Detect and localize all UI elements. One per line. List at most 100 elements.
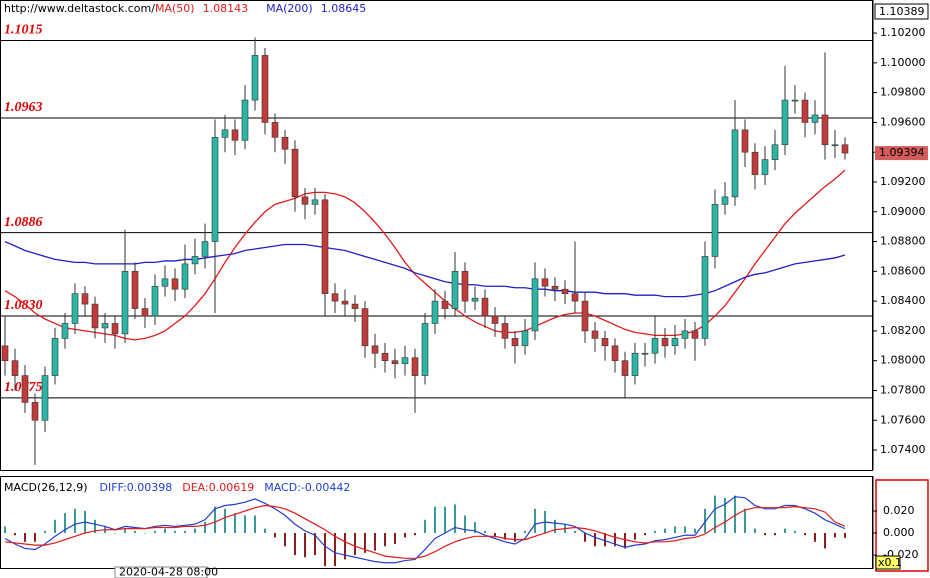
- macd-bar: [414, 533, 416, 536]
- legend-name: MA(200): [266, 2, 313, 15]
- candle-body: [131, 271, 139, 309]
- candle-body: [801, 99, 809, 123]
- macd-bar: [784, 528, 786, 534]
- candle-body: [791, 99, 799, 102]
- macd-bar: [834, 533, 836, 538]
- candle-body: [41, 375, 49, 421]
- candle-body: [441, 300, 449, 309]
- level-label: 1.0830: [4, 298, 43, 313]
- candle-body: [701, 256, 709, 339]
- y-tick-label: 1.09000: [880, 205, 926, 218]
- candle-body: [401, 357, 409, 364]
- candle-body: [291, 148, 299, 198]
- candle-body: [181, 263, 189, 290]
- macd-bar: [774, 533, 776, 536]
- macd-bar: [494, 533, 496, 538]
- macd-bar: [294, 533, 296, 556]
- macd-bar: [594, 533, 596, 547]
- candle-body: [581, 300, 589, 332]
- candle-body: [521, 330, 529, 347]
- macd-bar: [704, 508, 706, 534]
- candle-body: [261, 55, 269, 123]
- candle-body: [231, 129, 239, 141]
- y-tick-label: 0.000: [883, 526, 915, 539]
- y-tick-label: 1.07600: [880, 413, 926, 426]
- candle-body: [751, 151, 759, 175]
- macd-bar: [574, 530, 576, 534]
- candle-body: [21, 375, 29, 403]
- macd-bar: [264, 528, 266, 534]
- y-tick-label: 1.08600: [880, 264, 926, 277]
- legend-name: DIFF:0.00398: [100, 481, 173, 494]
- legend-value: 1.08143: [203, 2, 249, 15]
- high-price-box: [874, 3, 929, 20]
- macd-bar: [464, 515, 466, 534]
- macd-bar: [164, 528, 166, 534]
- level-label: 1.1015: [4, 23, 43, 38]
- macd-bar: [394, 533, 396, 545]
- candle-body: [841, 144, 849, 154]
- candle-body: [241, 99, 249, 141]
- candle-body: [601, 338, 609, 347]
- macd-bar: [344, 533, 346, 560]
- macd-bar: [4, 526, 6, 534]
- macd-bar: [724, 497, 726, 534]
- y-tick-label: 1.10000: [880, 56, 926, 69]
- candle-body: [101, 323, 109, 329]
- high-price: 1.10389: [879, 5, 925, 18]
- legend-name: DEA:0.00619: [182, 481, 254, 494]
- candle-body: [321, 199, 329, 294]
- candle-body: [121, 271, 129, 335]
- macd-bar: [734, 495, 736, 534]
- macd-bar: [754, 528, 756, 534]
- candle-body: [781, 99, 789, 146]
- macd-bar: [654, 530, 656, 534]
- macd-bar: [824, 533, 826, 549]
- macd-bar: [174, 530, 176, 534]
- candle-body: [161, 278, 169, 287]
- macd-bar: [634, 533, 636, 540]
- macd-bar: [434, 506, 436, 534]
- candle-body: [351, 303, 359, 309]
- candle-body: [411, 357, 419, 376]
- candle-body: [491, 315, 499, 324]
- candle-body: [831, 144, 839, 147]
- y-tick-label: 1.08400: [880, 294, 926, 307]
- legend-name: MACD:-0.00442: [264, 481, 350, 494]
- macd-bar: [524, 530, 526, 534]
- candle-body: [501, 323, 509, 339]
- candle-body: [621, 360, 629, 376]
- candle-body: [541, 278, 549, 287]
- macd-bar: [154, 530, 156, 534]
- macd-bar: [624, 533, 626, 549]
- last-price: 1.09394: [879, 146, 925, 159]
- candle-body: [341, 300, 349, 305]
- candle-body: [191, 256, 199, 265]
- macd-axis-box: [875, 479, 929, 572]
- candle-body: [71, 293, 79, 324]
- macd-bar: [234, 513, 236, 534]
- level-label: 1.0963: [4, 100, 43, 115]
- candle-body: [641, 352, 649, 355]
- candle-body: [1, 345, 9, 361]
- macd-bar: [194, 528, 196, 534]
- macd-bar: [584, 533, 586, 542]
- macd-bar: [274, 533, 276, 538]
- candle-body: [471, 297, 479, 302]
- y-tick-label: 1.07800: [880, 383, 926, 396]
- candle-body: [111, 323, 119, 335]
- macd-bar: [214, 506, 216, 534]
- macd-bar: [804, 533, 806, 536]
- y-tick-label: 1.08000: [880, 354, 926, 367]
- macd-bar: [114, 533, 116, 534]
- macd-bar: [124, 528, 126, 534]
- macd-bar: [374, 533, 376, 551]
- macd-bar: [334, 533, 336, 567]
- macd-bar: [794, 530, 796, 534]
- candle-body: [11, 360, 19, 376]
- candle-body: [221, 129, 229, 138]
- candle-body: [51, 338, 59, 376]
- candle-body: [151, 285, 159, 317]
- candle-body: [91, 303, 99, 329]
